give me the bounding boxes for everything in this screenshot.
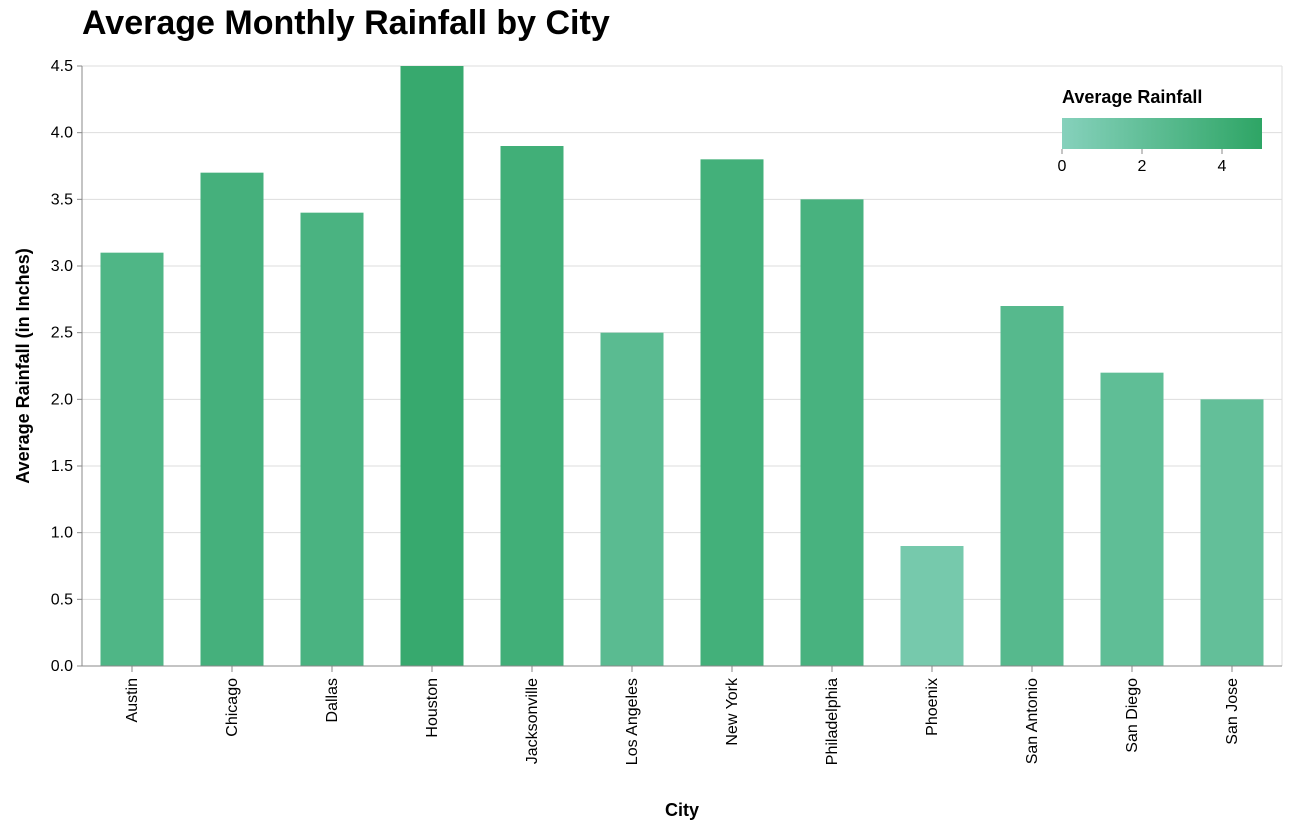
- x-tick-label: Houston: [424, 678, 441, 738]
- bar-philadelphia[interactable]: [800, 199, 864, 667]
- y-tick-label: 0.5: [51, 591, 73, 608]
- x-tick-label: San Diego: [1124, 678, 1141, 753]
- gridlines: [82, 65, 1283, 667]
- legend-tick-label: 4: [1218, 158, 1227, 175]
- x-tick-label: Philadelphia: [824, 678, 841, 765]
- bar-dallas[interactable]: [300, 212, 364, 666]
- x-axis-title: City: [665, 800, 699, 820]
- bar-san-antonio[interactable]: [1000, 306, 1064, 666]
- x-tick-label: New York: [724, 677, 741, 746]
- bars: [100, 66, 1264, 667]
- bar-san-jose[interactable]: [1200, 399, 1264, 666]
- x-tick-label: Los Angeles: [624, 678, 641, 765]
- y-tick-label: 1.0: [51, 525, 73, 542]
- y-tick-label: 4.5: [51, 58, 73, 75]
- bar-san-diego[interactable]: [1100, 372, 1164, 666]
- bar-jacksonville[interactable]: [500, 146, 564, 666]
- x-tick-label: Dallas: [324, 678, 341, 722]
- x-tick-label: San Antonio: [1024, 678, 1041, 764]
- y-tick-label: 0.0: [51, 658, 73, 675]
- y-tick-label: 2.5: [51, 325, 73, 342]
- bar-new-york[interactable]: [700, 159, 764, 667]
- y-axis-title: Average Rainfall (in Inches): [13, 248, 33, 483]
- x-tick-label: Chicago: [224, 678, 241, 737]
- legend-tick-label: 2: [1138, 158, 1147, 175]
- x-tick-label: Phoenix: [924, 678, 941, 736]
- legend-title: Average Rainfall: [1062, 87, 1202, 107]
- x-tick-label: Jacksonville: [524, 678, 541, 764]
- bar-phoenix[interactable]: [900, 546, 964, 666]
- legend: Average Rainfall 0 2 4: [1058, 87, 1262, 175]
- bar-chicago[interactable]: [200, 172, 264, 666]
- x-tick-label: San Jose: [1224, 678, 1241, 745]
- y-tick-label: 3.5: [51, 191, 73, 208]
- bar-austin[interactable]: [100, 252, 164, 666]
- bar-houston[interactable]: [400, 66, 464, 666]
- x-tick-label: Austin: [124, 678, 141, 722]
- legend-tick-label: 0: [1058, 158, 1067, 175]
- y-tick-label: 1.5: [51, 458, 73, 475]
- y-tick-label: 2.0: [51, 391, 73, 408]
- chart-title: Average Monthly Rainfall by City: [82, 4, 610, 42]
- axes: 0.0 0.5 1.0 1.5 2.0 2.5 3.0 3.5 4.0 4.5 Austin Chic…: [13, 58, 1282, 820]
- bar-los-angeles[interactable]: [600, 332, 664, 666]
- legend-gradient-bar: [1062, 118, 1262, 149]
- y-tick-label: 3.0: [51, 258, 73, 275]
- y-tick-label: 4.0: [51, 125, 73, 142]
